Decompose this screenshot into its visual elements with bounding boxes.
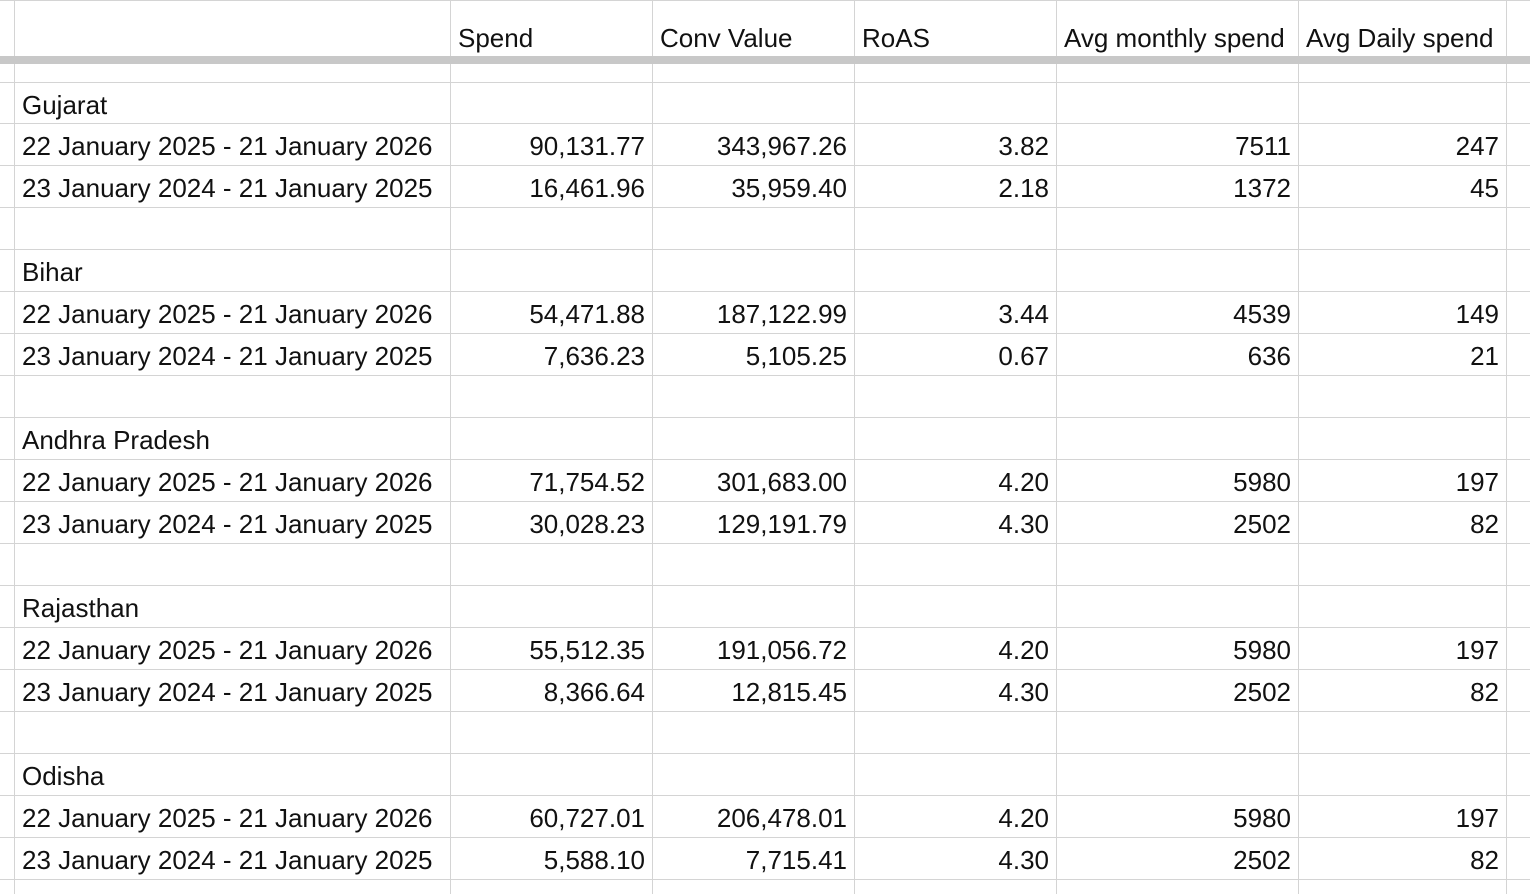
spend-cell[interactable]: 60,727.01 xyxy=(529,803,645,833)
region-row: Rajasthan xyxy=(0,586,1530,628)
empty-row xyxy=(0,544,1530,586)
period-cell[interactable]: 23 January 2024 - 21 January 2025 xyxy=(22,341,433,371)
region-name-cell[interactable]: Rajasthan xyxy=(22,593,140,623)
header-cell-roas[interactable]: RoAS xyxy=(862,23,930,53)
spend-cell[interactable]: 7,636.23 xyxy=(543,341,645,371)
period-cell[interactable]: 23 January 2024 - 21 January 2025 xyxy=(22,677,433,707)
period-cell[interactable]: 22 January 2025 - 21 January 2026 xyxy=(22,131,433,161)
avg-daily-cell[interactable]: 197 xyxy=(1455,635,1499,665)
region-row: Andhra Pradesh xyxy=(0,418,1530,460)
avg-daily-cell[interactable]: 149 xyxy=(1455,299,1499,329)
header-cell-avg-monthly-spend[interactable]: Avg monthly spend xyxy=(1064,23,1285,53)
roas-cell[interactable]: 4.30 xyxy=(998,509,1049,539)
table-row: 22 January 2025 - 21 January 2026 90,131.… xyxy=(0,124,1530,166)
avg-monthly-cell[interactable]: 1372 xyxy=(1233,173,1291,203)
conv-value-cell[interactable]: 5,105.25 xyxy=(745,341,847,371)
conv-value-cell[interactable]: 301,683.00 xyxy=(716,467,847,497)
roas-cell[interactable]: 3.82 xyxy=(998,131,1049,161)
avg-daily-cell[interactable]: 82 xyxy=(1470,509,1499,539)
conv-value-cell[interactable]: 343,967.26 xyxy=(716,131,847,161)
table-row: 22 January 2025 - 21 January 2026 55,512.… xyxy=(0,628,1530,670)
conv-value-cell[interactable]: 7,715.41 xyxy=(745,845,847,875)
conv-value-cell[interactable]: 129,191.79 xyxy=(716,509,847,539)
period-cell[interactable]: 22 January 2025 - 21 January 2026 xyxy=(22,299,433,329)
header-cell-spend[interactable]: Spend xyxy=(458,23,534,53)
table-row: 23 January 2024 - 21 January 2025 8,366.6… xyxy=(0,670,1530,712)
region-name-cell[interactable]: Gujarat xyxy=(22,90,108,120)
avg-monthly-cell[interactable]: 2502 xyxy=(1233,677,1291,707)
avg-daily-cell[interactable]: 82 xyxy=(1470,845,1499,875)
avg-monthly-cell[interactable]: 7511 xyxy=(1235,131,1291,161)
empty-row xyxy=(0,376,1530,418)
spend-cell[interactable]: 30,028.23 xyxy=(529,509,645,539)
header-row: Spend Conv Value RoAS Avg monthly spend … xyxy=(0,0,1530,56)
conv-value-cell[interactable]: 12,815.45 xyxy=(731,677,847,707)
spend-cell[interactable]: 5,588.10 xyxy=(543,845,645,875)
avg-monthly-cell[interactable]: 2502 xyxy=(1233,509,1291,539)
avg-daily-cell[interactable]: 82 xyxy=(1470,677,1499,707)
region-row: Gujarat xyxy=(0,82,1530,124)
table-row: 23 January 2024 - 21 January 2025 7,636.2… xyxy=(0,334,1530,376)
avg-daily-cell[interactable]: 197 xyxy=(1455,803,1499,833)
period-cell[interactable]: 23 January 2024 - 21 January 2025 xyxy=(22,173,433,203)
conv-value-cell[interactable]: 35,959.40 xyxy=(731,173,847,203)
avg-monthly-cell[interactable]: 2502 xyxy=(1233,845,1291,875)
header-cell-avg-daily-spend[interactable]: Avg Daily spend xyxy=(1306,23,1494,53)
period-cell[interactable]: 22 January 2025 - 21 January 2026 xyxy=(22,635,433,665)
conv-value-cell[interactable]: 187,122.99 xyxy=(716,299,847,329)
table-row: 23 January 2024 - 21 January 2025 30,028.… xyxy=(0,502,1530,544)
region-name-cell[interactable]: Andhra Pradesh xyxy=(22,425,210,455)
roas-cell[interactable]: 4.20 xyxy=(998,635,1049,665)
roas-cell[interactable]: 0.67 xyxy=(998,341,1049,371)
avg-monthly-cell[interactable]: 4539 xyxy=(1233,299,1291,329)
table-row: 22 January 2025 - 21 January 2026 54,471.… xyxy=(0,292,1530,334)
table-row: 23 January 2024 - 21 January 2025 16,461.… xyxy=(0,166,1530,208)
avg-daily-cell[interactable]: 197 xyxy=(1455,467,1499,497)
period-cell[interactable]: 23 January 2024 - 21 January 2025 xyxy=(22,509,433,539)
roas-cell[interactable]: 4.20 xyxy=(998,467,1049,497)
table-row: 23 January 2024 - 21 January 2025 5,588.1… xyxy=(0,838,1530,880)
roas-cell[interactable]: 4.30 xyxy=(998,677,1049,707)
region-name-cell[interactable]: Odisha xyxy=(22,761,105,791)
roas-cell[interactable]: 3.44 xyxy=(998,299,1049,329)
period-cell[interactable]: 22 January 2025 - 21 January 2026 xyxy=(22,803,433,833)
region-name-cell[interactable]: Bihar xyxy=(22,257,83,287)
spend-cell[interactable]: 54,471.88 xyxy=(529,299,645,329)
region-row: Odisha xyxy=(0,754,1530,796)
frozen-row-divider[interactable] xyxy=(0,56,1530,64)
empty-row xyxy=(0,208,1530,250)
spend-cell[interactable]: 71,754.52 xyxy=(529,467,645,497)
roas-cell[interactable]: 4.20 xyxy=(998,803,1049,833)
avg-monthly-cell[interactable]: 636 xyxy=(1247,341,1291,371)
empty-row xyxy=(0,712,1530,754)
avg-monthly-cell[interactable]: 5980 xyxy=(1233,467,1291,497)
spend-cell[interactable]: 8,366.64 xyxy=(543,677,645,707)
roas-cell[interactable]: 2.18 xyxy=(998,173,1049,203)
avg-daily-cell[interactable]: 21 xyxy=(1470,341,1499,371)
spend-cell[interactable]: 16,461.96 xyxy=(529,173,645,203)
conv-value-cell[interactable]: 206,478.01 xyxy=(716,803,847,833)
avg-monthly-cell[interactable]: 5980 xyxy=(1233,635,1291,665)
region-row: Bihar xyxy=(0,250,1530,292)
conv-value-cell[interactable]: 191,056.72 xyxy=(716,635,847,665)
avg-monthly-cell[interactable]: 5980 xyxy=(1233,803,1291,833)
table-row: 22 January 2025 - 21 January 2026 71,754.… xyxy=(0,460,1530,502)
table-row: 22 January 2025 - 21 January 2026 60,727.… xyxy=(0,796,1530,838)
header-cell-conv-value[interactable]: Conv Value xyxy=(660,23,793,53)
spend-cell[interactable]: 55,512.35 xyxy=(529,635,645,665)
data-rows: Gujarat 22 January 2025 - 21 January 2026… xyxy=(0,82,1530,880)
roas-cell[interactable]: 4.30 xyxy=(998,845,1049,875)
period-cell[interactable]: 22 January 2025 - 21 January 2026 xyxy=(22,467,433,497)
avg-daily-cell[interactable]: 247 xyxy=(1455,131,1499,161)
spend-cell[interactable]: 90,131.77 xyxy=(529,131,645,161)
avg-daily-cell[interactable]: 45 xyxy=(1470,173,1499,203)
period-cell[interactable]: 23 January 2024 - 21 January 2025 xyxy=(22,845,433,875)
